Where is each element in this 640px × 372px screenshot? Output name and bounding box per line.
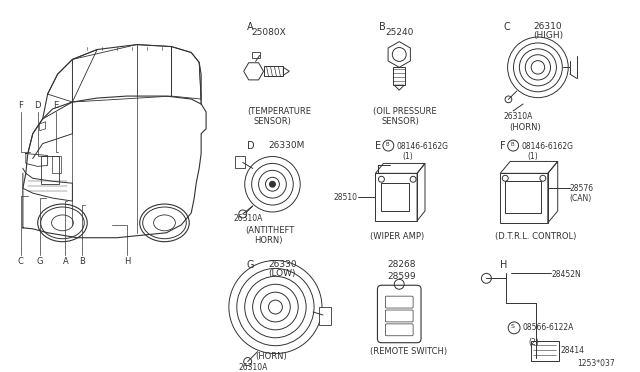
Text: G: G — [246, 260, 254, 269]
Bar — [235, 157, 244, 169]
Text: E: E — [53, 101, 58, 110]
Text: (2): (2) — [528, 338, 539, 347]
Text: (CAN): (CAN) — [570, 193, 592, 203]
Text: (1): (1) — [527, 151, 538, 161]
Text: 25080X: 25080X — [251, 28, 286, 37]
Text: (ANTITHEFT: (ANTITHEFT — [246, 226, 295, 235]
Text: 28268: 28268 — [387, 260, 416, 269]
Text: (HIGH): (HIGH) — [533, 31, 563, 40]
Text: 26310A: 26310A — [234, 214, 263, 223]
Bar — [500, 173, 548, 223]
Text: 28414: 28414 — [561, 346, 585, 355]
Text: D: D — [35, 101, 41, 110]
Text: (HORN): (HORN) — [509, 123, 541, 132]
Text: 26310: 26310 — [533, 22, 561, 31]
Text: B: B — [79, 257, 85, 266]
Text: 1253*037: 1253*037 — [577, 359, 615, 368]
FancyBboxPatch shape — [378, 285, 421, 343]
Text: 26330M: 26330M — [269, 141, 305, 150]
Text: (WIPER AMP): (WIPER AMP) — [369, 232, 424, 241]
Text: H: H — [124, 257, 130, 266]
Text: SENSOR): SENSOR) — [253, 117, 291, 126]
Text: S: S — [510, 324, 514, 329]
Text: B: B — [380, 22, 386, 32]
Text: (HORN): (HORN) — [255, 352, 287, 360]
Text: 26310A: 26310A — [503, 112, 532, 121]
Text: 26310A: 26310A — [239, 363, 268, 372]
Text: F: F — [19, 101, 23, 110]
Text: C: C — [18, 257, 24, 266]
Bar — [505, 181, 541, 213]
Bar — [52, 155, 61, 173]
Text: HORN): HORN) — [253, 236, 282, 245]
Text: F: F — [500, 141, 506, 151]
Text: 08146-6162G: 08146-6162G — [521, 142, 573, 151]
Text: 26330: 26330 — [269, 260, 297, 269]
Text: G: G — [36, 257, 43, 266]
Text: D: D — [246, 141, 254, 151]
Text: (OIL PRESSURE: (OIL PRESSURE — [374, 107, 437, 116]
Bar — [319, 307, 331, 325]
Bar — [252, 51, 260, 58]
Text: (1): (1) — [402, 151, 413, 161]
Bar — [41, 157, 58, 184]
Bar — [394, 67, 405, 85]
Text: (REMOTE SWITCH): (REMOTE SWITCH) — [369, 347, 447, 356]
Bar — [531, 341, 559, 360]
Text: B: B — [510, 142, 514, 147]
Text: 08566-6122A: 08566-6122A — [522, 323, 573, 332]
Text: B: B — [385, 142, 389, 147]
Text: 28576: 28576 — [570, 184, 594, 193]
Text: C: C — [503, 22, 510, 32]
Text: 28452N: 28452N — [552, 270, 582, 279]
Text: 08146-6162G: 08146-6162G — [396, 142, 448, 151]
Text: A: A — [63, 257, 68, 266]
Text: E: E — [376, 141, 381, 151]
Text: 25240: 25240 — [385, 28, 413, 37]
Text: A: A — [246, 22, 253, 32]
Text: (D.T.R.L. CONTROL): (D.T.R.L. CONTROL) — [495, 232, 577, 241]
Text: SENSOR): SENSOR) — [381, 117, 419, 126]
Text: (LOW): (LOW) — [269, 269, 296, 278]
Text: 28510: 28510 — [333, 193, 358, 202]
Text: 28599: 28599 — [387, 272, 416, 281]
Bar — [264, 66, 284, 76]
Bar — [376, 173, 417, 221]
Text: H: H — [500, 260, 508, 269]
Text: (TEMPERATURE: (TEMPERATURE — [248, 107, 312, 116]
Circle shape — [269, 181, 275, 187]
Bar — [381, 183, 409, 211]
